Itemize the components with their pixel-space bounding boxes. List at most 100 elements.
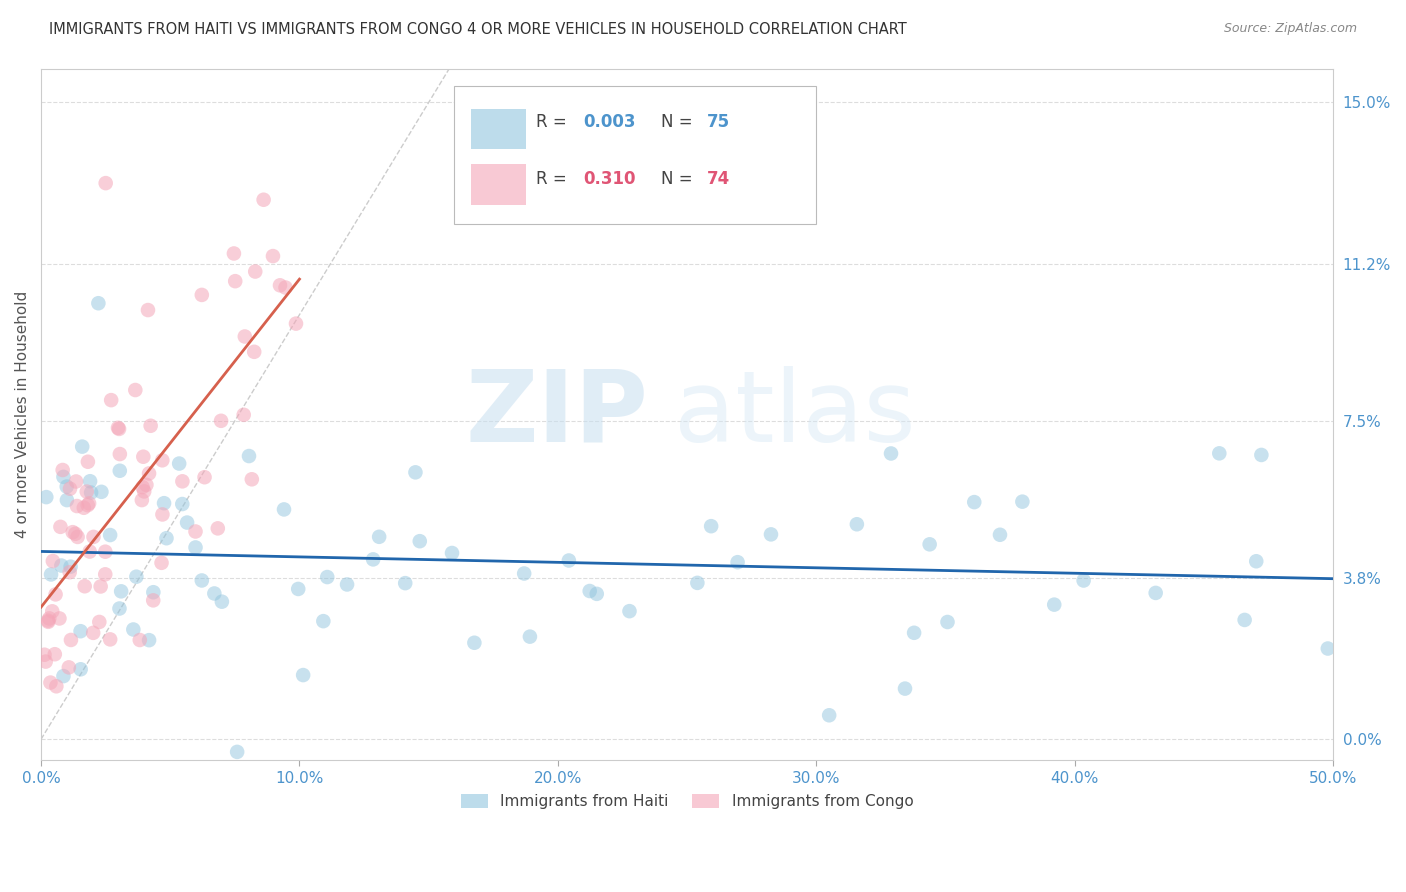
- Point: [52, 470, 75, 484]
- Text: N =: N =: [661, 113, 697, 131]
- Point: [108, 601, 131, 615]
- Point: [79, 544, 101, 558]
- Point: [150, 453, 173, 467]
- Point: [39, 567, 62, 582]
- Point: [176, 516, 198, 530]
- Point: [845, 517, 868, 532]
- Point: [150, 556, 173, 570]
- Point: [152, 508, 174, 522]
- FancyBboxPatch shape: [471, 164, 526, 205]
- Point: [142, 585, 165, 599]
- Text: 74: 74: [706, 170, 730, 188]
- Point: [167, 457, 190, 471]
- Text: ZIP: ZIP: [465, 366, 648, 463]
- Point: [578, 584, 600, 599]
- Point: [273, 502, 295, 516]
- Point: [138, 467, 160, 481]
- Point: [193, 470, 215, 484]
- Point: [880, 446, 903, 460]
- Point: [98, 528, 121, 542]
- Point: [903, 625, 925, 640]
- Text: R =: R =: [536, 170, 572, 188]
- Point: [125, 570, 148, 584]
- Point: [110, 584, 132, 599]
- Point: [191, 288, 214, 302]
- Point: [142, 593, 165, 607]
- Point: [184, 541, 207, 555]
- Point: [56, 493, 79, 508]
- Point: [211, 595, 233, 609]
- Point: [1043, 598, 1066, 612]
- Point: [51, 558, 73, 573]
- Point: [80, 485, 103, 500]
- Point: [686, 575, 709, 590]
- Point: [558, 553, 581, 567]
- Point: [988, 528, 1011, 542]
- Point: [45, 679, 67, 693]
- Point: [128, 632, 150, 647]
- Point: [727, 555, 749, 569]
- Point: [65, 475, 87, 489]
- Point: [94, 176, 117, 190]
- Text: 0.003: 0.003: [583, 113, 636, 131]
- Text: atlas: atlas: [673, 366, 915, 463]
- Text: 75: 75: [706, 113, 730, 131]
- Point: [226, 745, 249, 759]
- Point: [463, 636, 485, 650]
- Point: [37, 615, 59, 629]
- Point: [73, 500, 96, 515]
- Point: [37, 614, 59, 628]
- Point: [336, 577, 359, 591]
- Point: [240, 472, 263, 486]
- Point: [38, 611, 60, 625]
- Point: [153, 496, 176, 510]
- Point: [77, 496, 100, 510]
- Point: [69, 662, 91, 676]
- Point: [233, 329, 256, 343]
- Point: [963, 495, 986, 509]
- Point: [222, 246, 245, 260]
- Point: [76, 498, 98, 512]
- Point: [209, 414, 232, 428]
- Point: [191, 574, 214, 588]
- Point: [89, 615, 111, 629]
- Text: Source: ZipAtlas.com: Source: ZipAtlas.com: [1223, 22, 1357, 36]
- Point: [108, 464, 131, 478]
- Point: [94, 567, 117, 582]
- Point: [73, 579, 96, 593]
- Point: [42, 554, 65, 568]
- Point: [1208, 446, 1230, 460]
- Point: [76, 484, 98, 499]
- Point: [65, 526, 87, 541]
- Point: [59, 559, 82, 574]
- Point: [132, 450, 155, 464]
- Point: [368, 530, 391, 544]
- Point: [394, 576, 416, 591]
- Point: [155, 531, 177, 545]
- Point: [39, 675, 62, 690]
- Point: [77, 455, 100, 469]
- Point: [136, 303, 159, 318]
- Point: [108, 422, 131, 436]
- Point: [49, 520, 72, 534]
- Point: [172, 475, 194, 489]
- Point: [69, 624, 91, 639]
- Point: [361, 552, 384, 566]
- Point: [70, 440, 93, 454]
- Point: [1233, 613, 1256, 627]
- Point: [1011, 494, 1033, 508]
- Point: [1316, 641, 1339, 656]
- Point: [202, 586, 225, 600]
- Point: [135, 478, 157, 492]
- Point: [34, 648, 56, 662]
- Point: [79, 474, 101, 488]
- Point: [245, 264, 267, 278]
- FancyBboxPatch shape: [471, 109, 526, 150]
- Point: [131, 480, 153, 494]
- Point: [440, 546, 463, 560]
- Point: [409, 534, 432, 549]
- Point: [66, 530, 89, 544]
- Point: [66, 499, 89, 513]
- Point: [58, 660, 80, 674]
- Point: [55, 479, 77, 493]
